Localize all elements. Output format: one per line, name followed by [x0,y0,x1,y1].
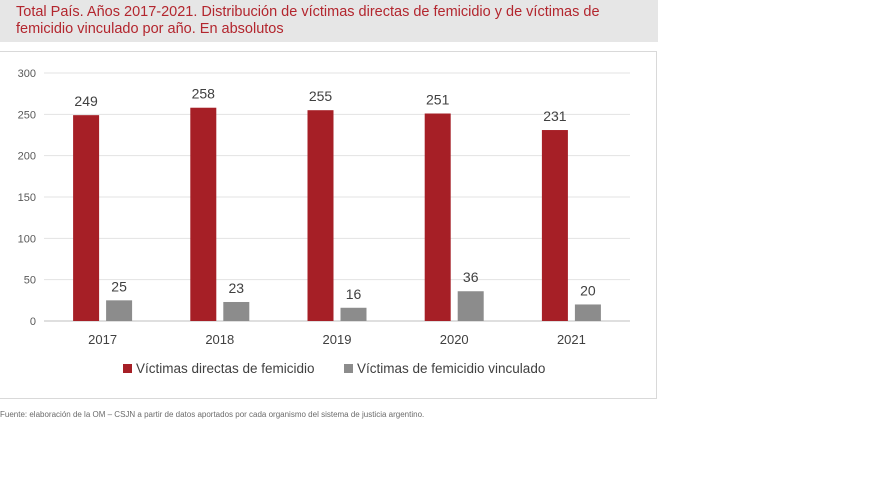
data-label-linked: 23 [229,280,245,296]
data-label-direct: 251 [426,92,450,108]
y-tick-label: 250 [18,109,36,121]
data-label-linked: 25 [111,278,127,294]
bar-linked-victims [106,300,133,321]
y-tick-label: 0 [30,316,36,328]
legend-label-direct: Víctimas directas de femicidio [136,361,315,376]
data-label-direct: 231 [543,108,567,124]
data-label-linked: 16 [346,286,362,302]
legend-swatch-linked [344,364,353,373]
bar-direct-victims [307,110,334,321]
bar-linked-victims [574,304,601,321]
bar-direct-victims [190,107,217,321]
x-tick-label: 2017 [88,332,117,347]
y-tick-label: 300 [18,68,36,80]
y-tick-label: 50 [24,275,36,287]
bar-linked-victims [223,301,250,321]
x-tick-label: 2021 [557,332,586,347]
bar-direct-victims [424,113,451,321]
y-tick-label: 100 [18,233,36,245]
data-label-linked: 20 [580,282,596,298]
x-tick-label: 2018 [205,332,234,347]
data-label-direct: 255 [309,88,333,104]
bar-direct-victims [73,115,100,321]
title-band: Total País. Años 2017-2021. Distribución… [0,0,658,42]
legend-label-linked: Víctimas de femicidio vinculado [357,361,545,376]
y-tick-label: 150 [18,192,36,204]
data-label-linked: 36 [463,269,479,285]
data-label-direct: 249 [74,93,98,109]
bar-linked-victims [340,307,367,321]
bar-direct-victims [541,130,568,321]
x-tick-label: 2020 [440,332,469,347]
y-tick-label: 200 [18,151,36,163]
bar-linked-victims [457,291,484,321]
data-label-direct: 258 [192,86,216,102]
x-tick-label: 2019 [323,332,352,347]
source-note: Fuente: elaboración de la OM – CSJN a pa… [0,410,425,419]
chart-title: Total País. Años 2017-2021. Distribución… [16,4,600,37]
legend-swatch-direct [123,364,132,373]
